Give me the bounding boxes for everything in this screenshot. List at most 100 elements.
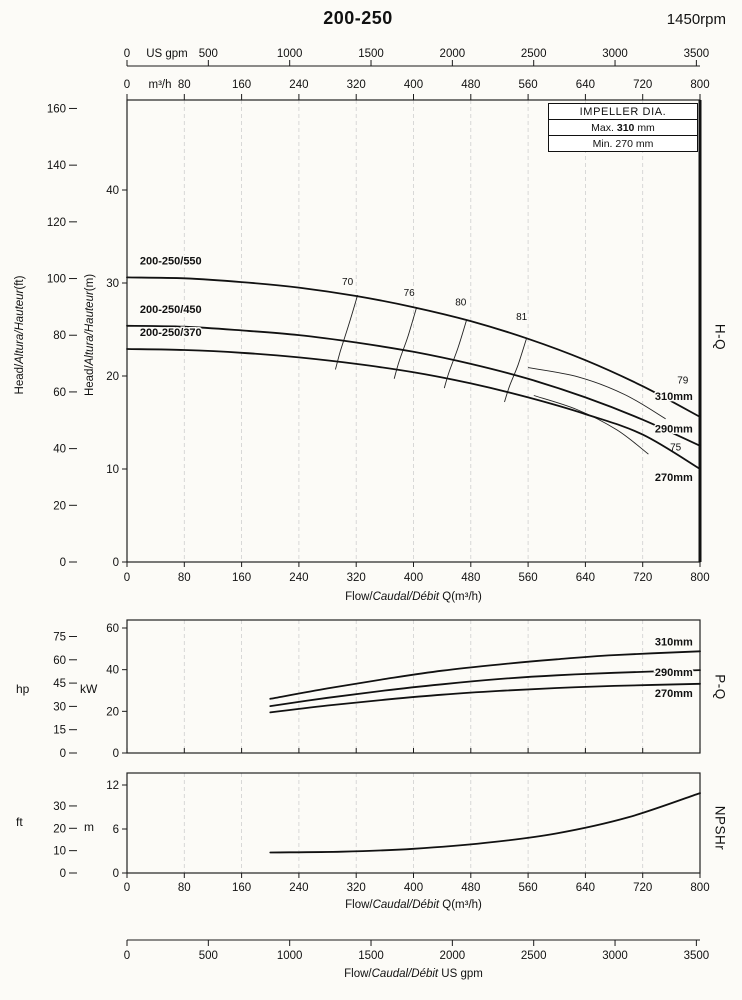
gpm-top-tick-label: 1500 xyxy=(358,48,384,60)
axis-title-part: Head/ xyxy=(84,365,96,397)
impeller-max-row: Max. 310 mm xyxy=(549,120,697,135)
gpm-axis-title: Flow/Caudal/Débit US gpm xyxy=(344,968,483,980)
hq-ft-tick-label: 0 xyxy=(60,557,66,569)
pq-curve-290mm xyxy=(269,669,701,707)
np-x-tick-label: 560 xyxy=(519,882,538,894)
hq-x-tick-label: 320 xyxy=(347,572,366,584)
pq-hp-tick-label: 45 xyxy=(53,678,66,690)
impeller-max-unit: mm xyxy=(637,121,655,134)
np-m-tick-label: 0 xyxy=(113,868,119,880)
pq-kw-tick-label: 20 xyxy=(106,706,119,718)
hq-ft-tick-label: 140 xyxy=(47,160,66,172)
impeller-box-title: IMPELLER DIA. xyxy=(549,104,697,120)
np-x-tick-label: 640 xyxy=(576,882,595,894)
axis-title-head-m: Head/Altura/Hauteur(m) xyxy=(84,274,96,396)
gpm-bottom-tick-label: 500 xyxy=(199,950,218,962)
hq-ft-tick-label: 120 xyxy=(47,217,66,229)
efficiency-label-81: 81 xyxy=(516,312,528,323)
efficiency-line-75 xyxy=(533,395,649,455)
gpm-bottom-tick-label: 0 xyxy=(124,950,130,962)
m3h-top-tick-label: 480 xyxy=(461,79,480,91)
axis-title-part: Altura/Hauteur xyxy=(14,289,26,364)
hq-m-tick-label: 10 xyxy=(106,464,119,476)
m3h-top-tick-label: 320 xyxy=(347,79,366,91)
gpm-top-tick-label: 0 xyxy=(124,48,130,60)
pq-dia-label-310mm: 310mm xyxy=(655,637,693,649)
hq-x-tick-label: 480 xyxy=(461,572,480,584)
axis-title-hp: hp xyxy=(16,682,30,696)
gpm-bottom-tick-label: 3500 xyxy=(684,950,710,962)
curves: 707680817975200-250/550310mm200-250/4502… xyxy=(126,254,701,854)
panel-label-pq: P-Q xyxy=(712,674,728,700)
hq-ft-tick-label: 60 xyxy=(53,387,66,399)
hq-m-tick-label: 40 xyxy=(106,185,119,197)
hq-ft-tick-label: 160 xyxy=(47,103,66,115)
pq-hp-tick-label: 75 xyxy=(53,631,66,643)
m3h-top-tick-label: 640 xyxy=(576,79,595,91)
hq-x-tick-label: 240 xyxy=(289,572,308,584)
hq-model-label-270mm: 200-250/370 xyxy=(140,327,202,339)
np-x-tick-label: 800 xyxy=(690,882,709,894)
efficiency-label-70: 70 xyxy=(342,277,354,288)
hq-model-label-290mm: 200-250/450 xyxy=(140,304,202,316)
efficiency-label-79: 79 xyxy=(677,375,689,386)
m3h-top-tick-label: 160 xyxy=(232,79,251,91)
efficiency-label-76: 76 xyxy=(404,288,416,299)
hq-curve-290mm xyxy=(126,324,701,447)
gpm-bottom-tick-label: 1000 xyxy=(277,950,303,962)
hq-dia-label-290mm: 290mm xyxy=(655,424,693,436)
hq-ft-tick-label: 20 xyxy=(53,500,66,512)
gpm-bottom-tick-label: 1500 xyxy=(358,950,384,962)
hq-x-tick-label: 0 xyxy=(124,572,130,584)
gpm-top-tick-label: 3000 xyxy=(602,48,628,60)
gpm-bottom-tick-label: 2000 xyxy=(440,950,466,962)
hq-m-tick-label: 0 xyxy=(113,557,119,569)
gpm-top-unit-label: US gpm xyxy=(146,48,188,60)
pq-kw-tick-label: 0 xyxy=(113,748,119,760)
np-x-tick-label: 400 xyxy=(404,882,423,894)
panel-label-npshr: NPSHr xyxy=(712,805,728,851)
axis-title-head-ft: Head/Altura/Hauteur(ft) xyxy=(14,276,26,395)
axis-title-part: (ft) xyxy=(14,275,26,290)
pq-hp-tick-label: 30 xyxy=(53,701,66,713)
np-x-tick-label: 720 xyxy=(633,882,652,894)
impeller-min-unit: mm xyxy=(635,137,654,150)
hq-curve-270mm xyxy=(126,348,701,470)
m3h-top-tick-label: 560 xyxy=(519,79,538,91)
hq-x-tick-label: 560 xyxy=(519,572,538,584)
hq-dia-label-310mm: 310mm xyxy=(655,391,693,403)
panel-label-hq: H-Q xyxy=(712,323,728,351)
axis-title-part: (m) xyxy=(84,273,96,292)
hq-x-tick-label: 80 xyxy=(178,572,191,584)
axis-title-part: Head/ xyxy=(14,363,26,395)
pq-dia-label-270mm: 270mm xyxy=(655,688,693,700)
pq-kw-tick-label: 60 xyxy=(106,623,119,635)
gpm-top-tick-label: 1000 xyxy=(277,48,303,60)
np-x-tick-label: 480 xyxy=(461,882,480,894)
efficiency-line-81 xyxy=(504,337,528,403)
np-x-tick-label: 240 xyxy=(289,882,308,894)
hq-x-tick-label: 160 xyxy=(232,572,251,584)
efficiency-line-70 xyxy=(334,294,359,370)
hq-x-tick-label: 640 xyxy=(576,572,595,584)
hq-x-axis-title: Flow/Caudal/Débit Q(m³/h) xyxy=(345,591,482,603)
hq-x-tick-label: 400 xyxy=(404,572,423,584)
m3h-top-unit-label: m³/h xyxy=(149,79,172,91)
hq-ft-tick-label: 40 xyxy=(53,444,66,456)
hq-x-tick-label: 800 xyxy=(690,572,709,584)
hq-ft-tick-label: 100 xyxy=(47,274,66,286)
gridlines xyxy=(183,100,644,873)
efficiency-line-79 xyxy=(528,367,666,420)
hq-model-label-310mm: 200-250/550 xyxy=(140,255,202,267)
gpm-bottom-tick-label: 2500 xyxy=(521,950,547,962)
hq-ft-tick-label: 80 xyxy=(53,330,66,342)
axis-title-part: Altura/Hauteur xyxy=(84,291,96,366)
npshr-curve xyxy=(269,792,701,854)
page-title: 200-250 xyxy=(323,8,393,28)
m3h-top-tick-label: 80 xyxy=(178,79,191,91)
impeller-min-value: 270 xyxy=(615,137,633,150)
pq-hp-tick-label: 15 xyxy=(53,725,66,737)
